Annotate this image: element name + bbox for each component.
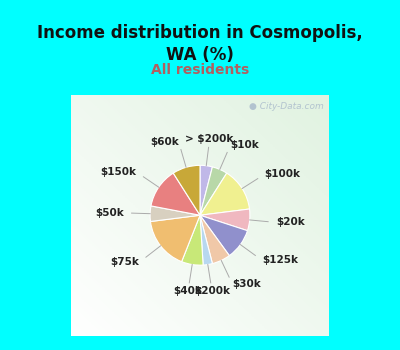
Text: $40k: $40k bbox=[174, 286, 202, 296]
Text: ● City-Data.com: ● City-Data.com bbox=[249, 102, 324, 111]
Text: $60k: $60k bbox=[150, 137, 179, 147]
Text: $10k: $10k bbox=[230, 140, 259, 150]
Text: $100k: $100k bbox=[264, 169, 300, 179]
Wedge shape bbox=[200, 215, 248, 256]
Text: $30k: $30k bbox=[232, 279, 261, 289]
Wedge shape bbox=[200, 165, 212, 215]
Text: $20k: $20k bbox=[276, 217, 305, 228]
Wedge shape bbox=[150, 215, 200, 262]
Wedge shape bbox=[182, 215, 203, 265]
Text: > $200k: > $200k bbox=[185, 134, 234, 145]
Text: All residents: All residents bbox=[151, 63, 249, 77]
Wedge shape bbox=[200, 209, 250, 231]
Text: $50k: $50k bbox=[95, 208, 124, 218]
Wedge shape bbox=[200, 215, 212, 265]
Wedge shape bbox=[200, 167, 227, 215]
Wedge shape bbox=[151, 173, 200, 215]
Wedge shape bbox=[200, 173, 250, 215]
Text: $75k: $75k bbox=[111, 257, 140, 267]
Text: $125k: $125k bbox=[262, 255, 298, 265]
Wedge shape bbox=[200, 215, 229, 264]
Text: $150k: $150k bbox=[101, 167, 137, 177]
Text: Income distribution in Cosmopolis,
WA (%): Income distribution in Cosmopolis, WA (%… bbox=[37, 24, 363, 64]
Wedge shape bbox=[173, 165, 200, 215]
Wedge shape bbox=[150, 206, 200, 222]
Text: $200k: $200k bbox=[194, 286, 230, 296]
